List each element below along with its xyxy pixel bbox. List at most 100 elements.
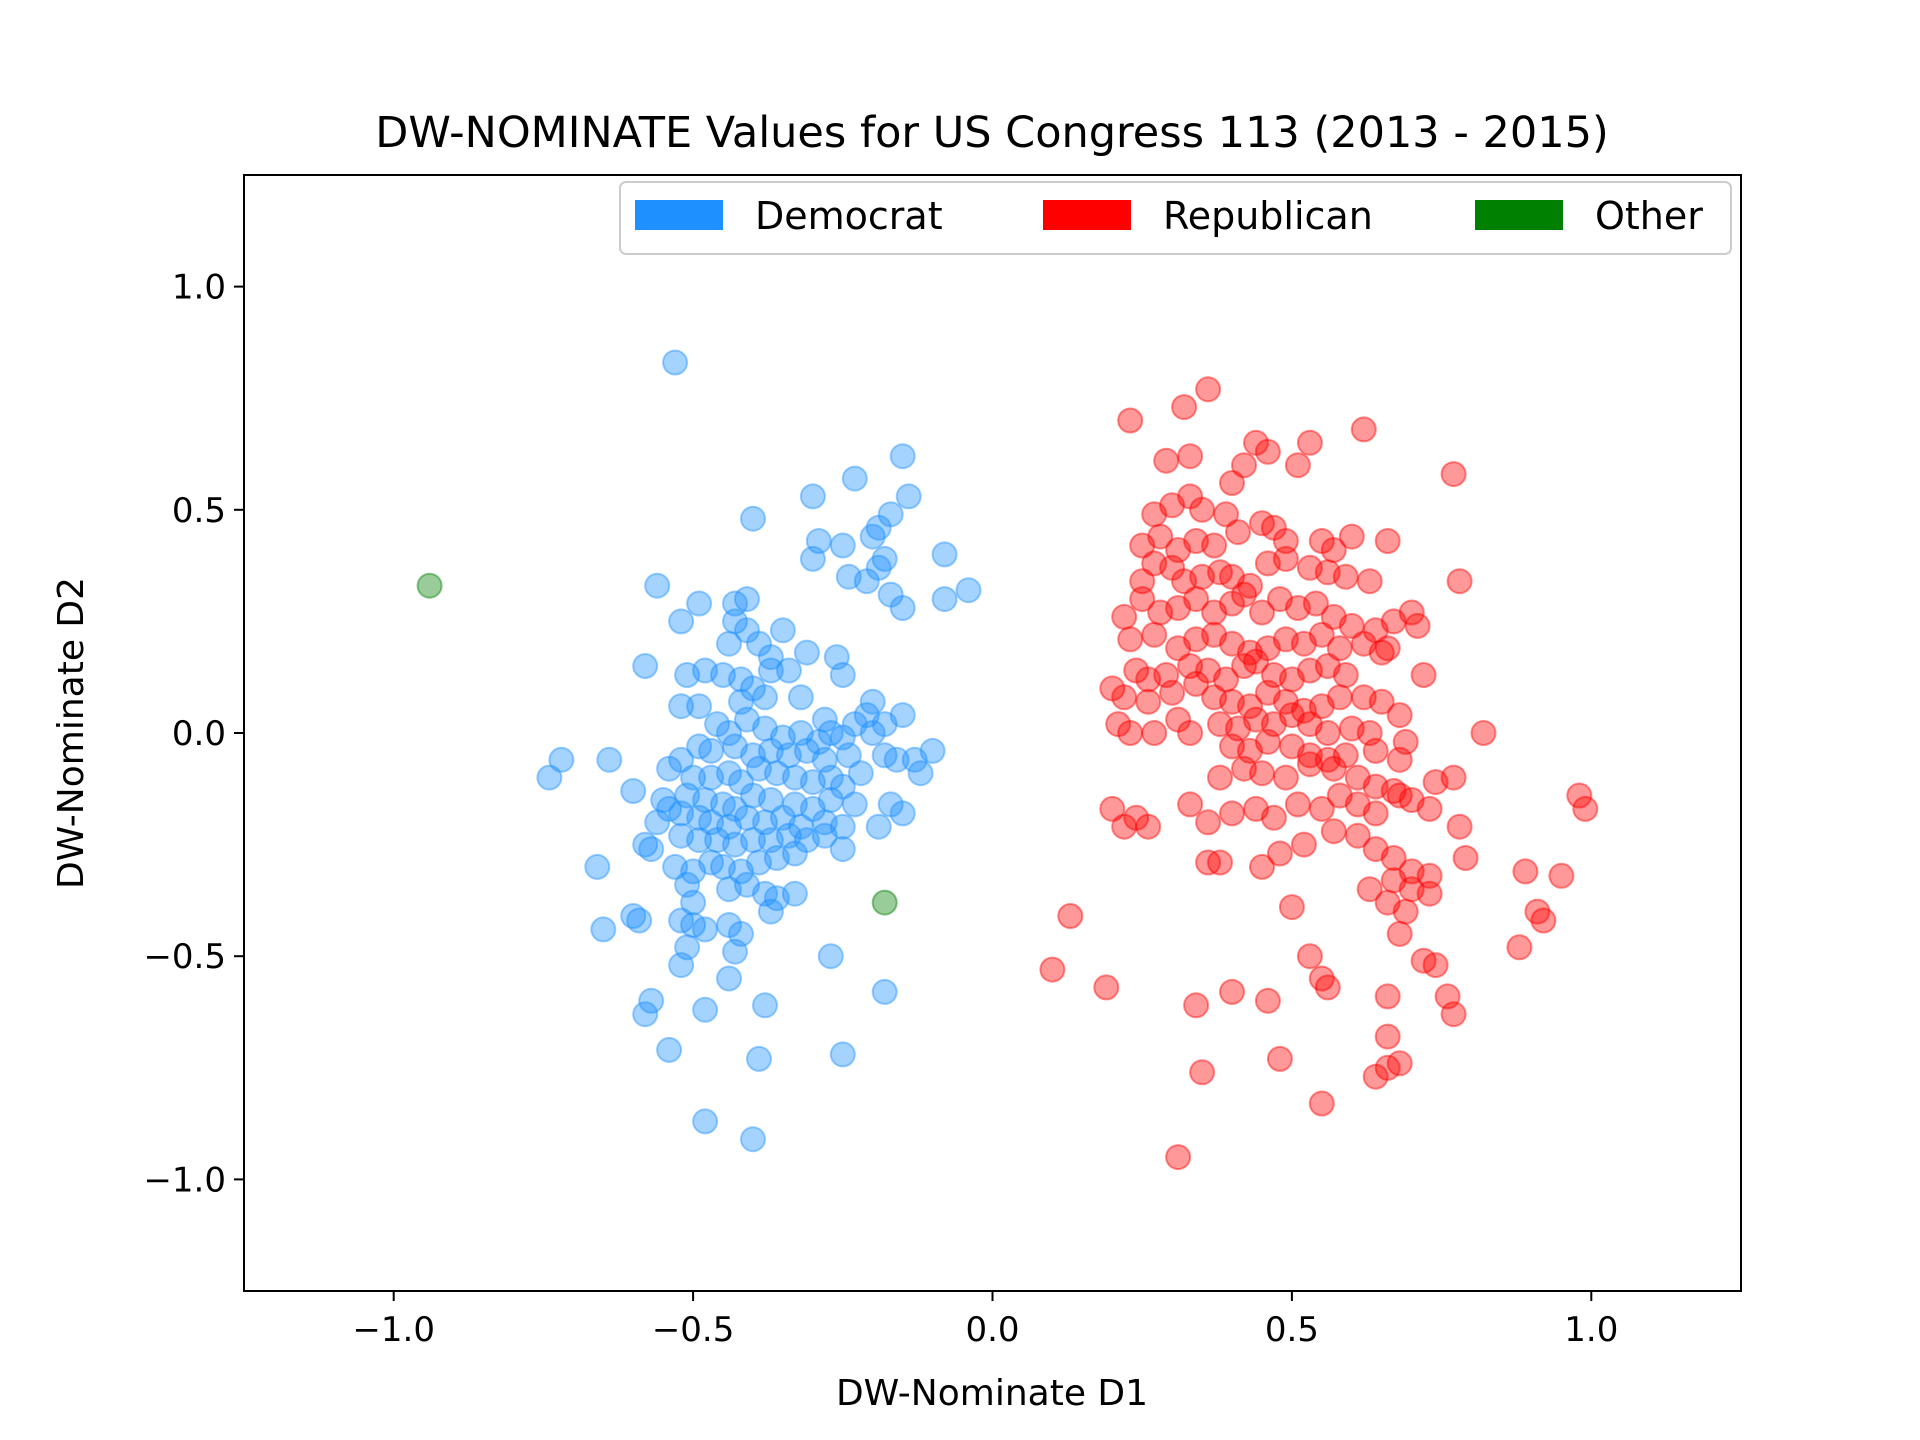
- point-republican-107: [1368, 688, 1395, 715]
- point-republican-180: [1249, 853, 1275, 880]
- point-democrat-166: [692, 996, 719, 1023]
- point-democrat-51: [859, 688, 886, 715]
- ticks-layer: −1.0 −0.5 0.0 0.5 1.0 −1.0 −0.5 0.0 0.5 1.0: [143, 268, 1618, 1350]
- point-republican-27: [1308, 528, 1335, 554]
- point-republican-82: [1177, 653, 1204, 679]
- point-democrat-134: [662, 853, 689, 880]
- point-democrat-25: [734, 586, 760, 613]
- point-democrat-27: [734, 617, 760, 644]
- point-republican-181: [1278, 894, 1305, 921]
- point-democrat-66: [722, 733, 748, 760]
- point-democrat-97: [692, 787, 719, 813]
- point-republican-163: [1195, 849, 1222, 876]
- point-democrat-81: [698, 764, 725, 791]
- point-republican-11: [1219, 470, 1245, 496]
- point-democrat-63: [829, 724, 856, 751]
- point-republican-183: [1512, 858, 1539, 885]
- point-democrat-130: [829, 836, 856, 863]
- point-democrat-135: [680, 858, 707, 885]
- point-republican-0: [1195, 376, 1222, 403]
- point-republican-197: [1296, 943, 1323, 970]
- point-republican-54: [1249, 599, 1275, 626]
- point-democrat-133: [584, 853, 611, 880]
- point-republican-75: [1326, 635, 1353, 662]
- point-republican-53: [1231, 581, 1257, 608]
- point-republican-164: [1207, 849, 1233, 876]
- point-republican-176: [1398, 876, 1425, 903]
- point-democrat-155: [692, 916, 719, 943]
- point-republican-47: [1129, 586, 1156, 613]
- point-democrat-102: [781, 791, 808, 818]
- point-republican-70: [1237, 639, 1263, 666]
- point-republican-81: [1153, 662, 1180, 688]
- point-democrat-116: [769, 804, 796, 831]
- point-republican-202: [1434, 983, 1461, 1010]
- point-republican-72: [1272, 626, 1299, 653]
- point-republican-151: [1284, 791, 1311, 818]
- point-democrat-78: [668, 746, 695, 773]
- x-tick-label: 0.0: [965, 1310, 1019, 1350]
- point-republican-40: [1296, 554, 1323, 581]
- point-republican-126: [1237, 737, 1263, 764]
- point-democrat-110: [644, 809, 671, 836]
- point-democrat-70: [793, 737, 820, 764]
- point-democrat-156: [716, 912, 742, 938]
- point-republican-51: [1201, 599, 1228, 626]
- point-republican-96: [1159, 679, 1186, 706]
- point-republican-155: [1362, 800, 1389, 827]
- point-democrat-146: [763, 885, 790, 912]
- point-republican-33: [1171, 568, 1198, 595]
- point-republican-87: [1260, 662, 1287, 688]
- point-democrat-161: [716, 965, 742, 992]
- point-republican-48: [1147, 599, 1174, 626]
- point-republican-7: [1153, 447, 1180, 474]
- point-democrat-136: [698, 849, 725, 876]
- point-republican-173: [1452, 845, 1479, 871]
- point-democrat-21: [644, 572, 671, 599]
- x-tick-label: −0.5: [652, 1310, 735, 1350]
- point-democrat-128: [793, 827, 820, 854]
- point-republican-46: [1111, 603, 1138, 630]
- point-democrat-64: [686, 733, 713, 760]
- point-democrat-87: [799, 769, 826, 796]
- point-democrat-39: [728, 666, 754, 693]
- point-democrat-40: [740, 675, 766, 702]
- point-republican-17: [1213, 501, 1239, 528]
- point-republican-198: [1308, 965, 1335, 992]
- point-republican-147: [1195, 809, 1222, 836]
- point-republican-120: [1314, 720, 1341, 746]
- point-democrat-8: [859, 523, 886, 550]
- point-republican-88: [1278, 666, 1305, 693]
- point-democrat-0: [662, 349, 689, 376]
- point-democrat-6: [805, 528, 832, 554]
- point-republican-178: [1374, 889, 1401, 916]
- point-republican-145: [1440, 764, 1467, 791]
- legend: Democrat Republican Other: [619, 181, 1732, 255]
- point-republican-121: [1338, 715, 1365, 742]
- point-republican-189: [1386, 920, 1413, 947]
- point-republican-57: [1302, 590, 1329, 617]
- point-republican-34: [1189, 563, 1216, 590]
- point-democrat-24: [722, 590, 748, 617]
- point-republican-62: [1398, 599, 1425, 626]
- point-republican-92: [1410, 662, 1437, 688]
- point-republican-42: [1332, 563, 1359, 590]
- point-democrat-72: [835, 742, 862, 769]
- point-republican-117: [1260, 711, 1287, 738]
- point-republican-35: [1207, 559, 1233, 586]
- point-republican-109: [1105, 711, 1132, 738]
- point-republican-209: [1362, 1063, 1389, 1090]
- point-democrat-153: [668, 907, 695, 934]
- point-republican-133: [1386, 746, 1413, 773]
- point-democrat-131: [632, 831, 659, 858]
- point-democrat-29: [746, 630, 772, 657]
- point-republican-131: [1332, 742, 1359, 769]
- point-republican-91: [1332, 662, 1359, 688]
- point-democrat-83: [728, 769, 754, 796]
- point-democrat-109: [668, 800, 695, 827]
- point-democrat-160: [668, 952, 695, 979]
- y-tick-label: −1.0: [143, 1160, 226, 1200]
- point-republican-188: [1572, 795, 1599, 822]
- point-republican-184: [1548, 862, 1575, 889]
- point-republican-76: [1350, 630, 1377, 657]
